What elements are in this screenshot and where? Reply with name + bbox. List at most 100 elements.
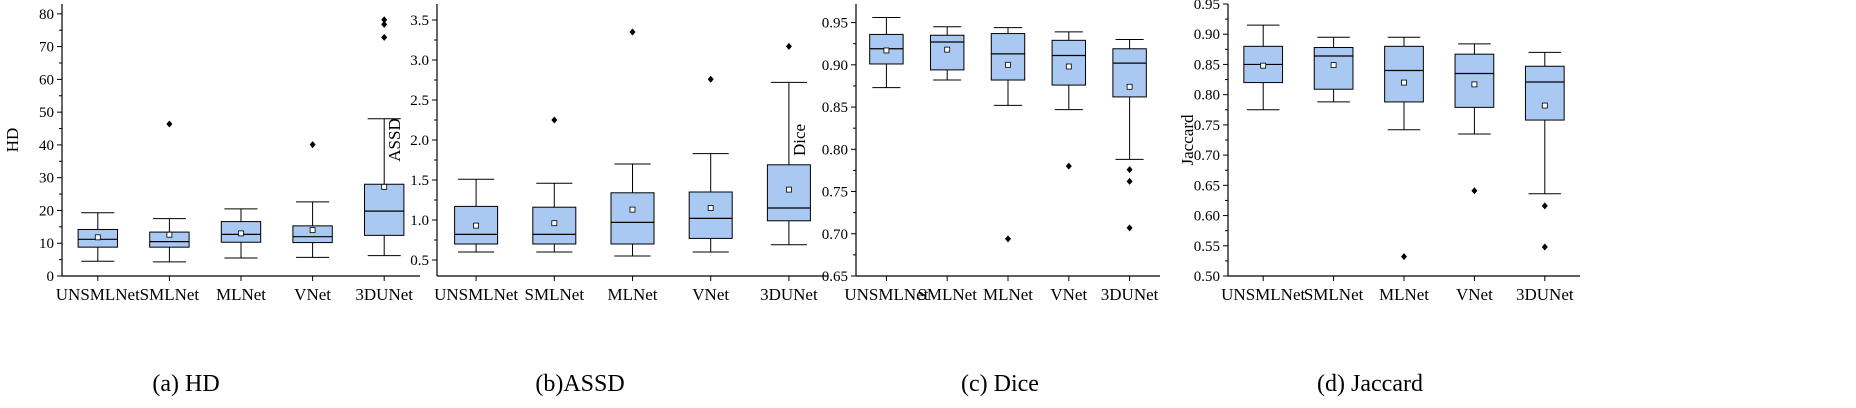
box-mlnet [220,208,262,259]
outlier-point [1005,235,1011,243]
box-unsmlnet [869,17,904,89]
mean-marker [551,220,558,227]
y-tick-label: 40 [39,138,54,154]
mean-marker [1541,102,1548,109]
y-axis-label: Dice [790,124,809,156]
box-3dunet [1112,38,1147,232]
y-tick-label: 0.5 [410,253,429,269]
outlier-point [1471,187,1478,195]
y-tick-label: 2.5 [410,93,429,109]
x-tick-label: 3DUNet [1101,285,1159,304]
iqr-box [1524,65,1565,121]
mean-marker [1330,62,1337,68]
y-tick-label: 1.0 [410,213,429,229]
iqr-box [929,34,965,71]
y-tick-label: 0.55 [1194,239,1220,255]
y-tick-label: 0.95 [1194,0,1220,13]
y-tick-label: 50 [39,105,54,121]
mean-marker [944,46,951,53]
outlier-point [1541,202,1548,210]
y-tick-label: 0.90 [1194,27,1220,43]
box-unsmlnet [77,212,118,262]
iqr-box [990,33,1026,81]
outlier-point [381,33,388,41]
x-tick-label: VNet [1456,285,1493,304]
x-tick-label: 3DUNet [355,285,413,304]
y-tick-label: 0.95 [822,16,848,32]
mean-marker [381,183,388,190]
y-tick-label: 2.0 [410,133,429,149]
panel-assd: 0.5 1.0 1.5 2.0 2.5 3.0 3.5 ASSD UNSMLNet SMLNet M… [385,4,828,397]
mean-marker [786,186,792,193]
y-tick-label: 0.80 [822,142,848,158]
mean-marker [1126,83,1133,90]
box-vnet [1454,43,1495,195]
y-tick-label: 70 [39,40,54,56]
mean-marker [238,230,244,237]
outlier-point [1401,253,1407,261]
y-tick-label: 3.5 [410,13,429,29]
x-tick-label: VNet [294,285,331,304]
panel-caption: (c) Dice [961,371,1039,397]
y-tick-label: 0.85 [1194,57,1220,73]
box-vnet [688,75,733,253]
y-tick-label: 0.80 [1194,88,1220,104]
mean-marker [1005,61,1011,68]
x-tick-label: SMLNet [917,285,977,304]
iqr-box [766,164,811,222]
y-tick-label: 60 [39,72,54,88]
iqr-box [1454,53,1495,108]
iqr-box [1051,39,1087,86]
x-tick-label: MLNet [983,285,1033,304]
y-axis-label: ASSD [385,118,404,161]
y-tick-label: 0.65 [822,269,848,285]
mean-marker [166,231,173,238]
box-mlnet [990,27,1026,243]
box-smlnet [929,26,965,81]
box-vnet [292,141,333,258]
y-tick-label: 0.75 [822,185,848,201]
box-unsmlnet [454,178,499,253]
x-tick-label: UNSMLNet [434,285,518,304]
x-tick-label: MLNet [607,285,657,304]
y-tick-label: 0.75 [1194,118,1220,134]
mean-marker [629,206,636,213]
iqr-box [1384,45,1424,103]
box-smlnet [149,120,190,263]
outlier-point [785,42,792,50]
mean-marker [707,205,714,211]
mean-marker [309,227,316,234]
y-tick-label: 0.60 [1194,209,1220,225]
box-unsmlnet [1243,24,1284,111]
panel-hd: 0 10 20 30 40 50 60 70 80 HD UNSMLNet SMLNet MLNet VN… [3,4,420,397]
x-tick-label: UNSMLNet [844,285,928,304]
y-axis-label: Jaccard [1178,114,1197,165]
iqr-box [454,205,499,245]
x-tick-label: UNSMLNet [56,285,140,304]
outlier-point [1126,224,1133,232]
panel-caption: (a) HD [152,371,219,397]
x-tick-label: UNSMLNet [1221,285,1305,304]
mean-marker [1260,62,1267,69]
panel-dice: 0.65 0.70 0.75 0.80 0.85 0.90 0.95 Dice UNSMLNet… [790,4,1160,397]
box-3dunet [1524,51,1565,251]
iqr-box [610,192,655,245]
panel-caption: (b)ASSD [535,371,624,397]
outlier-point [381,16,388,24]
y-tick-label: 0.50 [1194,269,1220,285]
mean-marker [1401,79,1407,86]
panel-caption: (d) Jaccard [1317,371,1423,397]
outlier-point [1065,162,1072,170]
mean-marker [473,222,480,229]
outlier-point [551,116,558,124]
y-tick-label: 80 [39,7,54,23]
y-tick-label: 20 [39,203,54,219]
box-smlnet [1313,36,1354,103]
x-tick-label: VNet [692,285,729,304]
x-tick-label: SMLNet [1304,285,1364,304]
outlier-point [381,20,388,28]
mean-marker [94,234,101,241]
y-tick-label: 0.70 [822,227,848,243]
outlier-point [166,120,173,128]
